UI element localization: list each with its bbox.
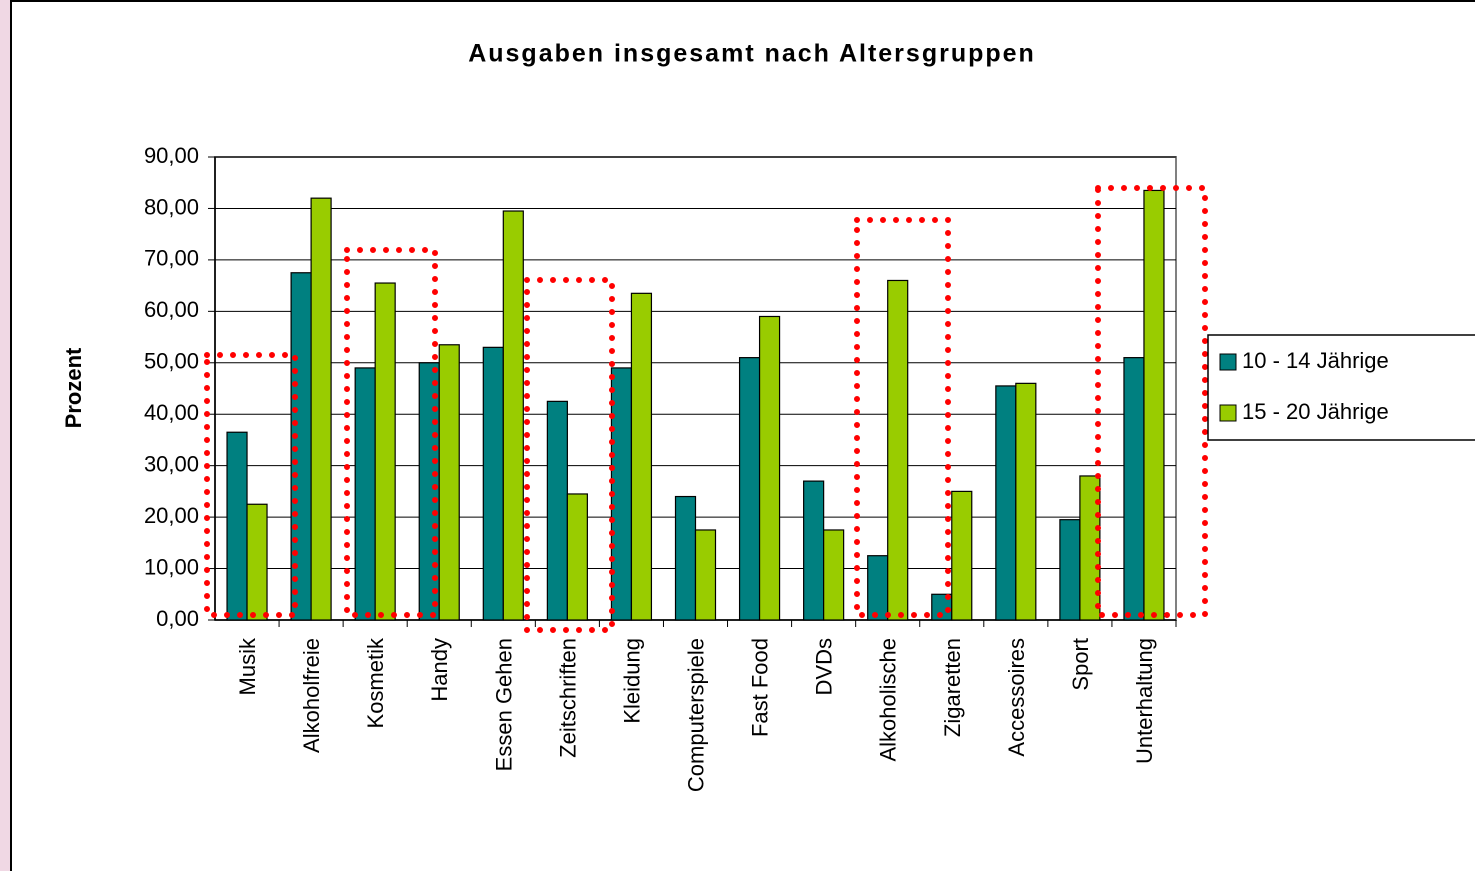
background-strip [0, 0, 12, 871]
x-tick-label: Fast Food [748, 638, 773, 737]
y-tick-label: 60,00 [144, 297, 199, 322]
chart-title: Ausgaben insgesamt nach Altersgruppen [468, 40, 1036, 68]
x-tick-label: Accessoires [1004, 638, 1029, 757]
y-tick-label: 70,00 [144, 246, 199, 271]
bar [630, 292, 653, 621]
x-tick-label: Computerspiele [684, 638, 709, 792]
bar [1015, 382, 1037, 621]
bar [674, 495, 697, 621]
bar [502, 210, 524, 621]
y-tick-label: 20,00 [144, 503, 199, 528]
bar [1143, 189, 1165, 621]
bar [694, 529, 717, 621]
x-tick-label: Alkoholfreie [299, 638, 324, 753]
highlight-boxes [204, 185, 1208, 633]
x-tick-label: Sport [1068, 638, 1093, 691]
y-axis-label: Prozent [61, 347, 86, 428]
legend-label: 10 - 14 Jährige [1242, 348, 1389, 373]
y-tick-label: 50,00 [144, 349, 199, 374]
y-tick-label: 30,00 [144, 451, 199, 476]
highlight-box [204, 352, 298, 618]
plot-area: 0,00 10,00 20,00 30,00 40,00 50,00 60,00 70,00 8… [144, 143, 1177, 792]
bar [310, 197, 332, 621]
bar [867, 555, 889, 621]
bar [1079, 475, 1101, 621]
bar [823, 529, 845, 621]
bar [546, 400, 568, 621]
bar [418, 362, 440, 621]
legend-swatch [1219, 353, 1237, 371]
x-tick-label: Kosmetik [363, 637, 388, 728]
highlight-box [344, 247, 438, 618]
legend [1207, 334, 1475, 441]
x-tick-label: DVDs [812, 638, 837, 695]
bar [354, 367, 376, 621]
x-tick-label: Musik [235, 637, 260, 695]
bar [1123, 357, 1145, 621]
y-tick-label: 90,00 [144, 143, 199, 168]
legend-label: 15 - 20 Jährige [1242, 399, 1389, 424]
y-tick-label: 40,00 [144, 400, 199, 425]
y-tick-label: 80,00 [144, 194, 199, 219]
bar [887, 279, 909, 621]
x-tick-label: Unterhaltung [1132, 638, 1157, 764]
bar [374, 282, 396, 621]
bar [995, 385, 1017, 621]
bar [951, 490, 973, 621]
bar [482, 346, 504, 621]
bar [566, 493, 588, 621]
legend-swatch [1219, 404, 1237, 422]
highlight-box [854, 217, 951, 618]
bar [438, 344, 460, 621]
highlight-box [524, 277, 615, 633]
y-tick-label: 10,00 [144, 554, 199, 579]
x-tick-label: Alkoholische [876, 638, 901, 762]
bar [226, 431, 248, 621]
highlight-box [1095, 185, 1208, 618]
bar [803, 480, 825, 621]
bar [246, 503, 268, 621]
bar [758, 315, 781, 621]
bar [1059, 519, 1081, 621]
x-tick-label: Zeitschriften [555, 638, 580, 758]
bar [738, 357, 761, 621]
x-tick-label: Zigaretten [940, 638, 965, 737]
x-tick-label: Essen Gehen [491, 638, 516, 771]
x-tick-label: Kleidung [619, 638, 644, 724]
y-tick-label: 0,00 [156, 606, 199, 631]
x-tick-label: Handy [427, 638, 452, 702]
